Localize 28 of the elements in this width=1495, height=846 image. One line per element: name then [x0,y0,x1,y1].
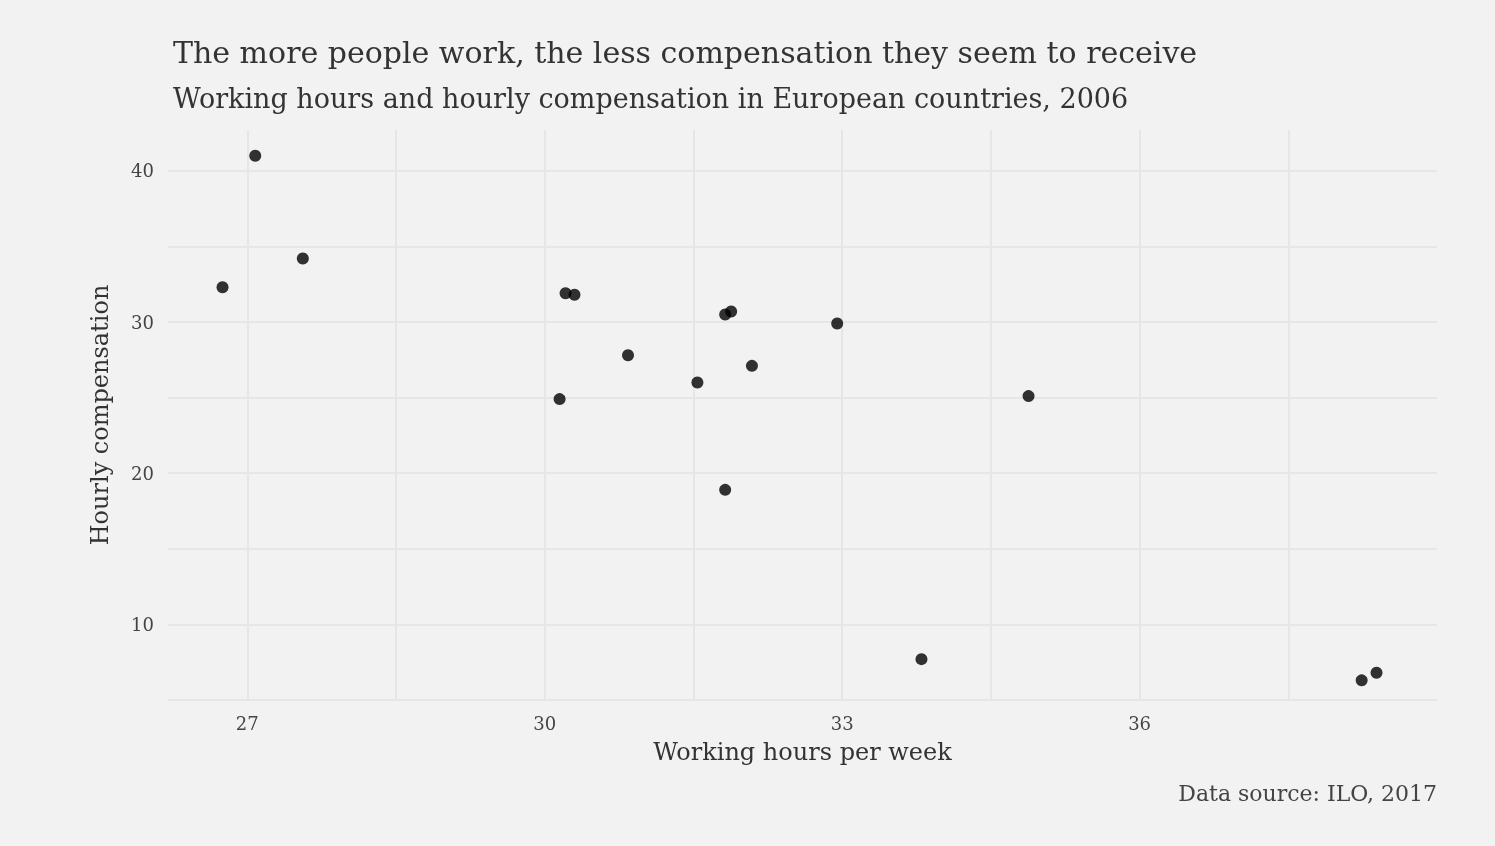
point [745,359,758,372]
point [553,393,566,406]
point [691,376,704,389]
point [216,281,229,294]
point [831,317,844,330]
point [1370,666,1383,679]
y-axis-title: Hourly compensation [86,284,114,546]
chart-title: The more people work, the less compensation they seem to receive [173,34,1198,70]
point [1355,674,1368,687]
point [296,252,309,265]
point [725,305,738,318]
point [568,288,581,301]
y-tick-label: 10 [131,613,154,635]
x-tick-label: 30 [533,712,557,734]
point [1022,390,1035,403]
y-tick-label: 40 [131,160,154,182]
point [249,149,262,162]
y-tick-label: 20 [131,462,154,484]
point [719,483,732,496]
chart-subtitle: Working hours and hourly compensation in European countries, 2006 [173,83,1129,114]
source-note: Data source: ILO, 2017 [1178,780,1438,806]
x-tick-label: 36 [1128,712,1152,734]
x-tick-label: 33 [830,712,854,734]
point [622,349,635,362]
x-axis-title: Working hours per week [653,738,953,766]
point [915,653,928,666]
y-tick-label: 30 [131,311,154,333]
x-tick-label: 27 [235,712,259,734]
